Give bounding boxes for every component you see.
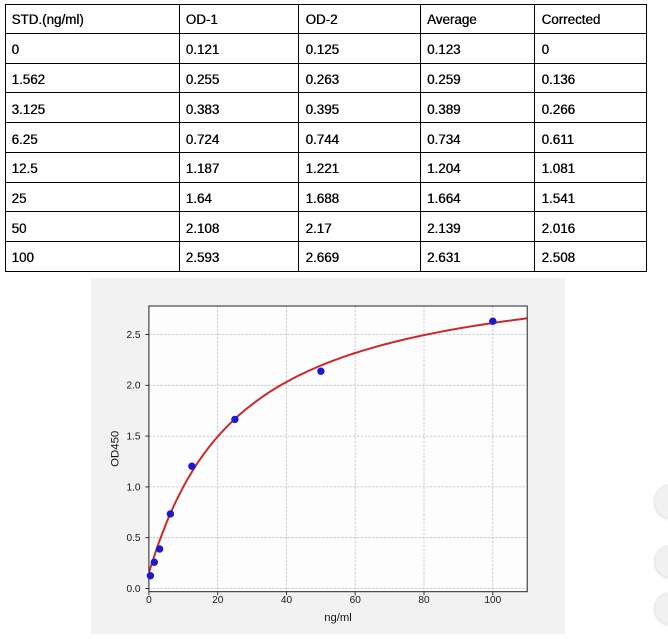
- svg-text:0.5: 0.5: [126, 533, 140, 544]
- svg-text:80: 80: [418, 595, 430, 606]
- svg-text:OD450: OD450: [110, 431, 122, 467]
- svg-text:40: 40: [281, 595, 293, 606]
- svg-text:60: 60: [350, 595, 362, 606]
- svg-text:0: 0: [146, 595, 152, 606]
- svg-text:2.5: 2.5: [126, 330, 140, 341]
- svg-text:ng/ml: ng/ml: [324, 612, 352, 624]
- svg-text:2.0: 2.0: [126, 381, 140, 392]
- svg-text:1.5: 1.5: [126, 432, 140, 443]
- svg-text:20: 20: [212, 595, 224, 606]
- svg-text:100: 100: [484, 595, 501, 606]
- svg-text:1.0: 1.0: [126, 482, 140, 493]
- svg-text:0.0: 0.0: [126, 584, 140, 595]
